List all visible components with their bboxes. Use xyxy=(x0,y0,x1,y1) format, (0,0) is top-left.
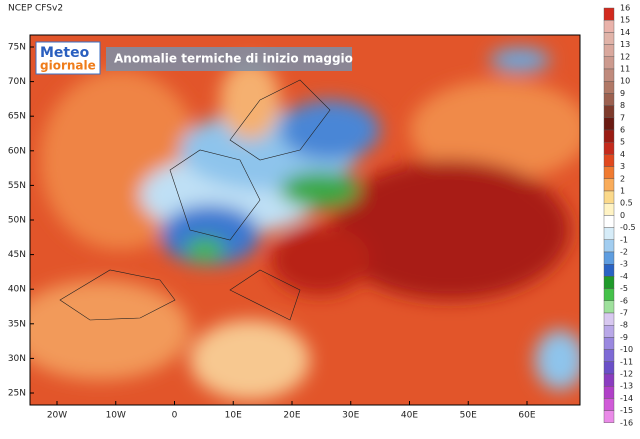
model-label: NCEP CFSv2 xyxy=(8,4,63,14)
lat-label: 50N xyxy=(8,216,26,226)
colorbar-label: -12 xyxy=(620,370,633,379)
lon-label: 0 xyxy=(172,411,178,421)
colorbar-swatch xyxy=(603,154,615,167)
colorbar-swatch xyxy=(603,227,615,241)
colorbar-swatch xyxy=(603,105,615,118)
colorbar-label: -5 xyxy=(620,284,628,293)
colorbar-label: -1 xyxy=(620,235,628,244)
colorbar-swatch xyxy=(603,68,615,82)
colorbar-swatch xyxy=(603,276,615,289)
colorbar-swatch xyxy=(603,178,615,192)
logo-line2: giornale xyxy=(40,59,96,73)
lat-label: 25N xyxy=(8,389,26,399)
lat-label: 30N xyxy=(8,354,26,364)
lat-label: 35N xyxy=(8,319,26,329)
colorbar-label: 1 xyxy=(620,187,625,196)
colorbar-swatch xyxy=(603,44,615,57)
colorbar-swatch xyxy=(603,300,615,314)
colorbar-label: -9 xyxy=(620,333,628,342)
colorbar-label: -11 xyxy=(620,357,633,366)
colorbar-swatch xyxy=(603,93,615,106)
colorbar-swatch xyxy=(603,349,615,363)
colorbar-swatch xyxy=(603,264,615,277)
colorbar-label: 10 xyxy=(620,77,630,86)
colorbar-swatch xyxy=(603,202,615,216)
colorbar-label: 11 xyxy=(620,65,630,74)
colorbar-label: -4 xyxy=(620,272,628,281)
colorbar-swatch xyxy=(603,215,615,228)
colorbar-swatch xyxy=(603,7,615,21)
colorbar-label: 13 xyxy=(620,40,630,49)
colorbar-swatch xyxy=(603,129,615,143)
colorbar-swatch xyxy=(603,361,615,375)
colorbar-label: -16 xyxy=(620,418,633,427)
colorbar-label: -3 xyxy=(620,260,628,269)
colorbar-label: -7 xyxy=(620,309,628,318)
lat-label: 40N xyxy=(8,285,26,295)
colorbar-swatch xyxy=(603,398,615,411)
colorbar-swatch xyxy=(603,312,615,326)
colorbar-swatch xyxy=(603,239,615,253)
colorbar-label: -8 xyxy=(620,321,628,330)
lon-label: 60E xyxy=(518,411,535,421)
colorbar-label: 3 xyxy=(620,162,625,171)
colorbar-swatch xyxy=(603,20,615,33)
colorbar-label: 0 xyxy=(620,211,625,220)
lat-label: 75N xyxy=(8,43,26,53)
anomaly-field xyxy=(30,35,580,405)
lat-label: 60N xyxy=(8,146,26,156)
colorbar-label: -2 xyxy=(620,248,628,257)
colorbar-swatch xyxy=(603,80,615,94)
colorbar-label: -10 xyxy=(620,345,633,354)
colorbar-label: 2 xyxy=(620,174,625,183)
colorbar-label: 9 xyxy=(620,89,625,98)
colorbar-label: 5 xyxy=(620,138,625,147)
colorbar-swatch xyxy=(603,141,615,155)
lon-label: 50E xyxy=(460,411,477,421)
logo-box xyxy=(35,41,101,75)
colorbar-swatch xyxy=(603,410,615,424)
colorbar-label: 7 xyxy=(620,113,625,122)
colorbar-label: 4 xyxy=(620,150,625,159)
colorbar-label: -15 xyxy=(620,406,633,415)
colorbar-swatch xyxy=(603,373,615,387)
colorbar-swatch xyxy=(603,288,615,302)
colorbar-label: 12 xyxy=(620,52,630,61)
title: Anomalie termiche di inizio maggio xyxy=(114,52,353,66)
colorbar-label: 16 xyxy=(620,4,630,13)
colorbar-swatch xyxy=(603,190,615,204)
colorbar-label: -14 xyxy=(620,394,633,403)
lon-label: 20E xyxy=(283,411,300,421)
lon-label: 40E xyxy=(401,411,418,421)
lon-label: 20W xyxy=(47,411,67,421)
colorbar-label: 0.5 xyxy=(620,199,633,208)
colorbar-swatch xyxy=(603,166,615,180)
colorbar-label: 14 xyxy=(620,28,630,37)
colorbar-swatch xyxy=(603,386,615,399)
lat-label: 70N xyxy=(8,77,26,87)
colorbar-swatch xyxy=(603,32,615,45)
colorbar-swatch xyxy=(603,325,615,338)
lat-label: 45N xyxy=(8,250,26,260)
colorbar-label: 8 xyxy=(620,101,625,110)
colorbar-swatch xyxy=(603,337,615,350)
colorbar-label: -13 xyxy=(620,382,633,391)
lon-label: 30E xyxy=(342,411,359,421)
colorbar-swatch xyxy=(603,117,615,131)
colorbar-label: -6 xyxy=(620,296,628,305)
colorbar-label: -0.5 xyxy=(620,223,636,232)
logo-line1: Meteo xyxy=(40,45,90,61)
colorbar-label: 6 xyxy=(620,126,625,135)
lon-label: 10E xyxy=(225,411,242,421)
lon-label: 10W xyxy=(106,411,126,421)
lat-label: 65N xyxy=(8,112,26,122)
colorbar-swatch xyxy=(603,251,615,265)
colorbar-swatch xyxy=(603,56,615,70)
colorbar-label: 15 xyxy=(620,16,630,25)
lat-label: 55N xyxy=(8,181,26,191)
title-banner xyxy=(106,47,352,71)
